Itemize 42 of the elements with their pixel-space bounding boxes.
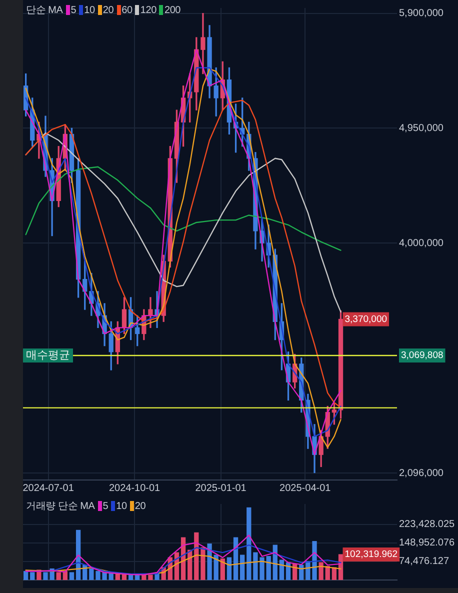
legend-label: 10 bbox=[84, 4, 95, 16]
bar bbox=[214, 554, 218, 580]
ref-line-label: 매수평균 bbox=[26, 350, 70, 362]
bar bbox=[148, 574, 153, 580]
bar bbox=[30, 572, 35, 580]
bar bbox=[246, 507, 252, 580]
y-tick-label: 4,950,000 bbox=[399, 122, 444, 134]
legend-label: 120 bbox=[140, 4, 156, 16]
legend-label: 20 bbox=[102, 4, 114, 16]
legend-label: 200 bbox=[164, 4, 181, 16]
bar bbox=[154, 573, 160, 580]
bar bbox=[207, 544, 212, 580]
legend-label: 20 bbox=[134, 500, 146, 512]
y-tick-label: 4,000,000 bbox=[399, 238, 444, 249]
legend-title: 거래량 단순 MA bbox=[26, 500, 95, 513]
legend-label: 10 bbox=[116, 500, 127, 512]
bar bbox=[279, 560, 284, 580]
annotation: 3,370,000 bbox=[344, 314, 388, 325]
legend-label: 5 bbox=[102, 500, 108, 512]
legend-label: 60 bbox=[122, 4, 132, 16]
bar bbox=[226, 557, 232, 580]
x-tick-label: 2025-01-01 bbox=[195, 482, 247, 494]
y-tick-label: 148,952.076 bbox=[399, 538, 456, 549]
x-tick-label: 2024-07-01 bbox=[22, 482, 74, 494]
annotation: 3,069,808 bbox=[401, 350, 444, 362]
bar bbox=[56, 572, 61, 580]
x-tick-label: 2024-10-01 bbox=[108, 482, 161, 494]
bar bbox=[318, 562, 324, 580]
y-tick-label: 2,096,000 bbox=[399, 468, 444, 479]
y-tick-label: 223,428.025 bbox=[399, 519, 456, 530]
legend-title: 단순 MA bbox=[26, 4, 63, 17]
bar bbox=[69, 572, 74, 580]
legend-label: 5 bbox=[70, 4, 76, 16]
y-tick-label: 5,900,000 bbox=[399, 8, 444, 20]
bar bbox=[108, 573, 114, 580]
bar bbox=[266, 556, 271, 580]
bar bbox=[220, 558, 225, 580]
annotation: 102,319.962 bbox=[344, 549, 398, 560]
bar bbox=[200, 547, 206, 580]
bar bbox=[240, 554, 245, 580]
x-tick-label: 2025-04-01 bbox=[280, 482, 332, 494]
y-tick-label: 74,476.127 bbox=[399, 556, 450, 568]
